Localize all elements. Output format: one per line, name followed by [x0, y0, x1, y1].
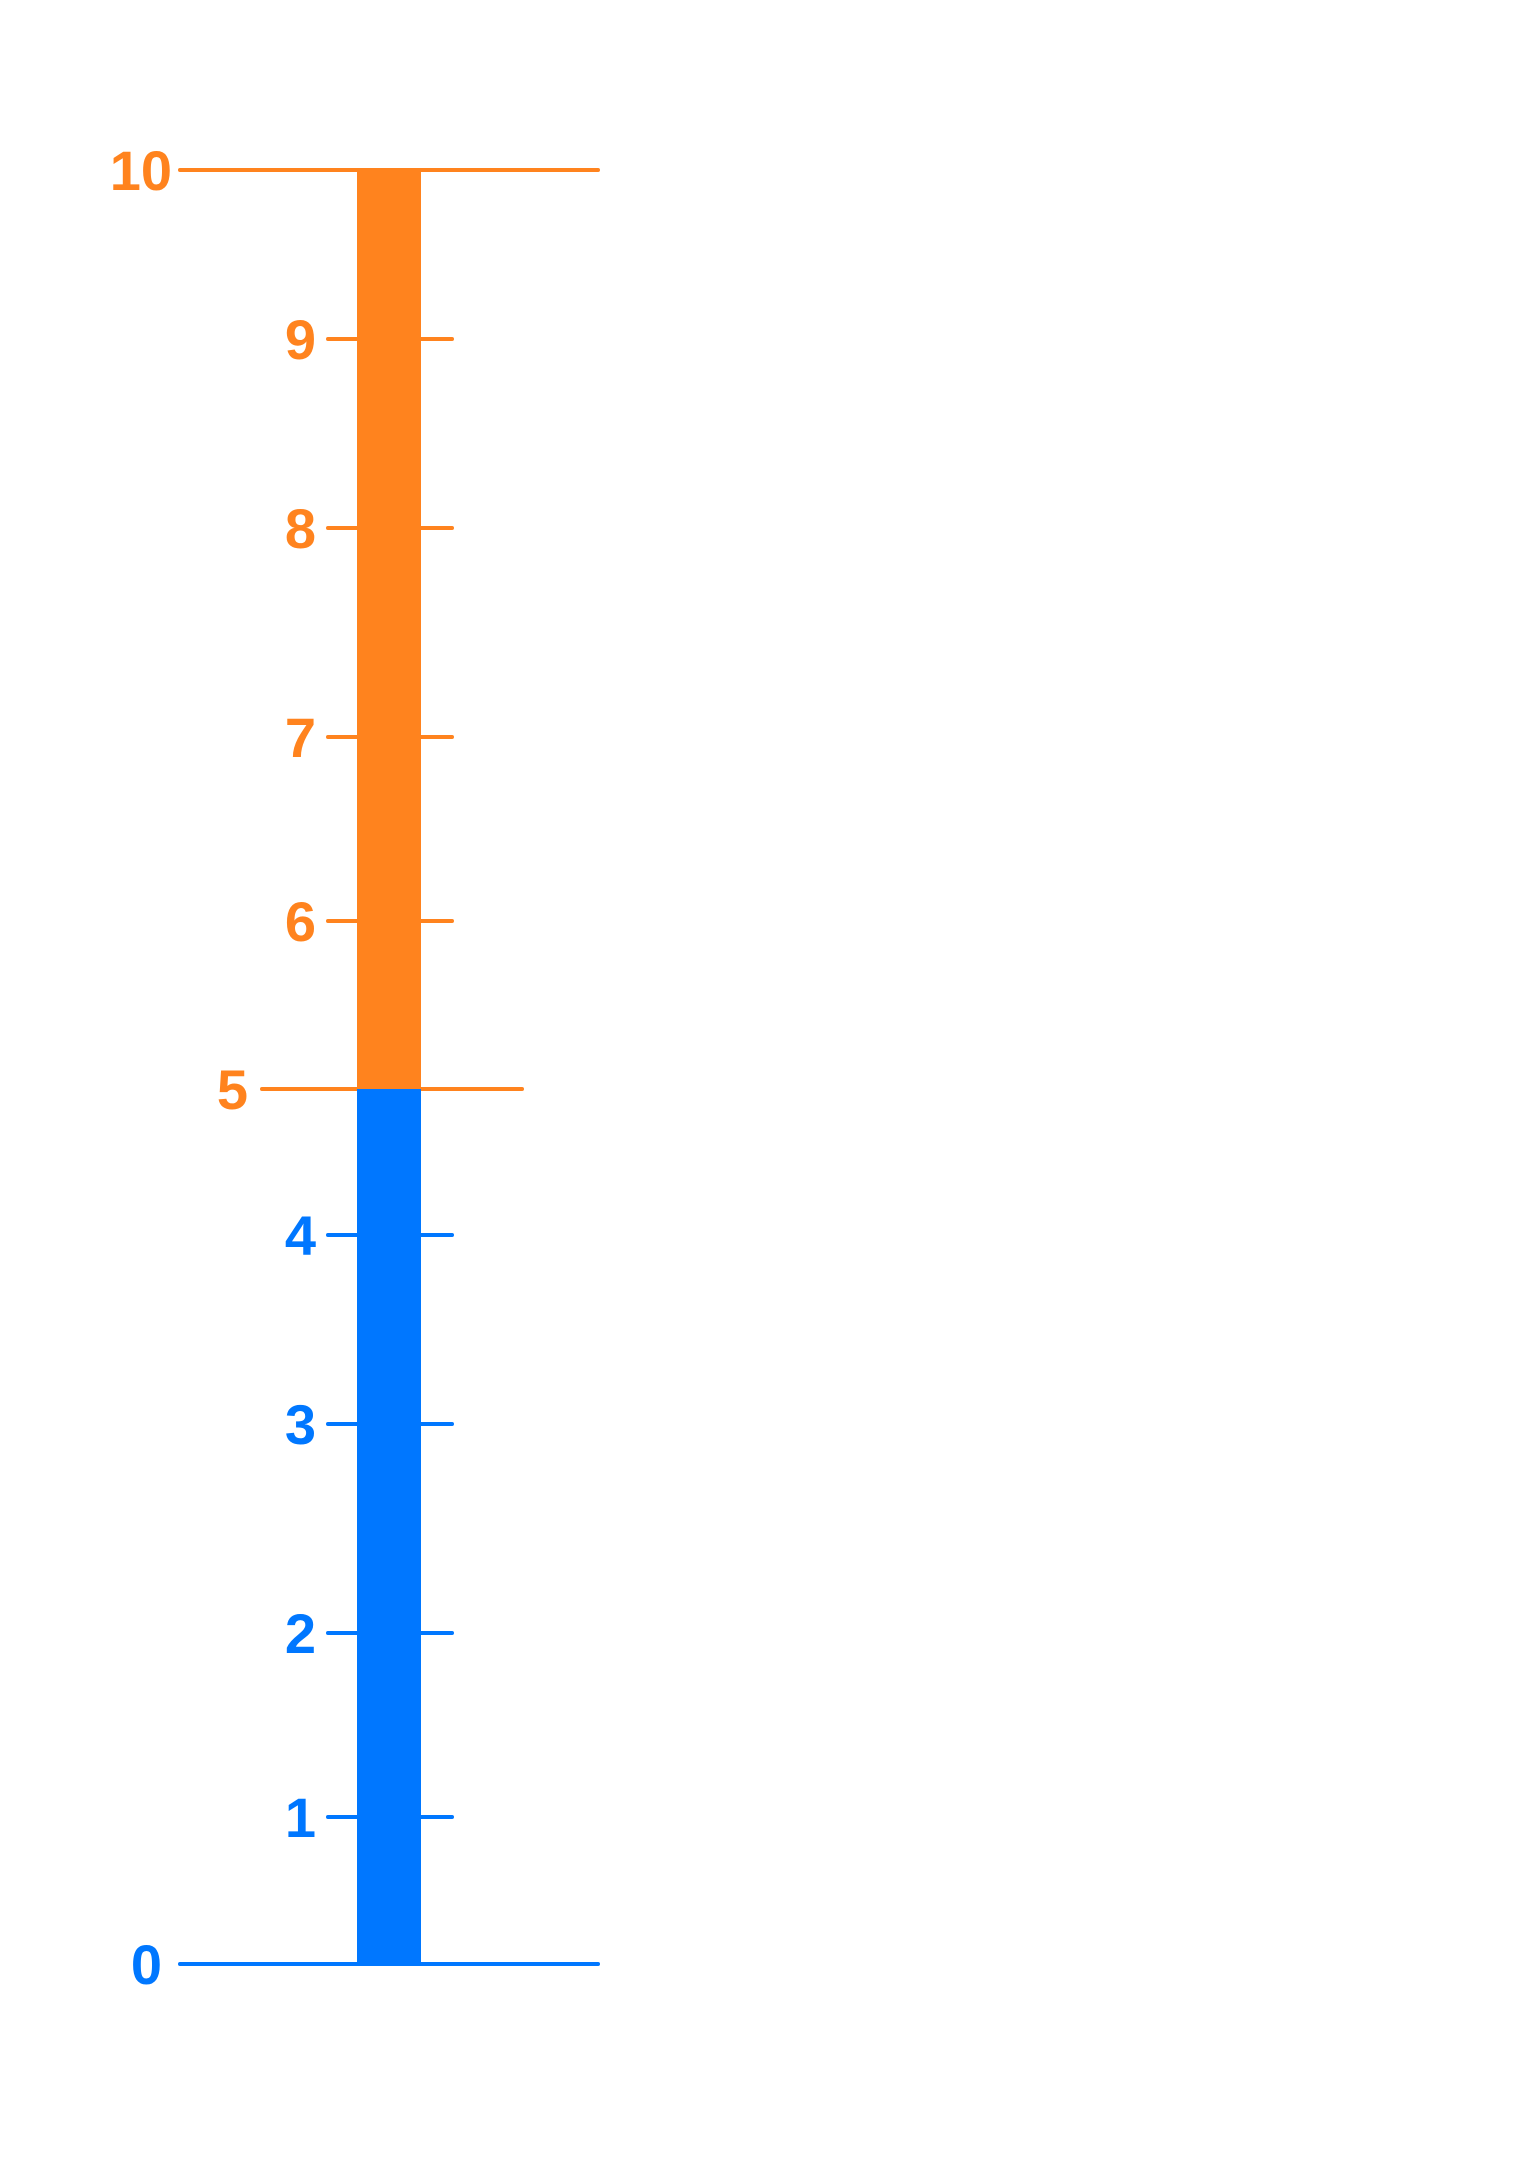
tick-label-7: 7 [285, 706, 316, 769]
tick-label-10: 10 [110, 139, 172, 202]
tick-label-1: 1 [285, 1786, 316, 1849]
tick-label-6: 6 [285, 890, 316, 953]
tick-label-5: 5 [217, 1058, 248, 1121]
lower-bar-segment [357, 1089, 421, 1964]
tick-label-2: 2 [285, 1602, 316, 1665]
tick-label-4: 4 [285, 1204, 316, 1267]
upper-bar-segment [357, 170, 421, 1089]
scale-labels: 0 1 2 3 4 5 6 7 8 9 10 [110, 139, 316, 1996]
tick-label-8: 8 [285, 497, 316, 560]
tick-label-0: 0 [131, 1933, 162, 1996]
tick-label-9: 9 [285, 308, 316, 371]
tick-label-3: 3 [285, 1393, 316, 1456]
